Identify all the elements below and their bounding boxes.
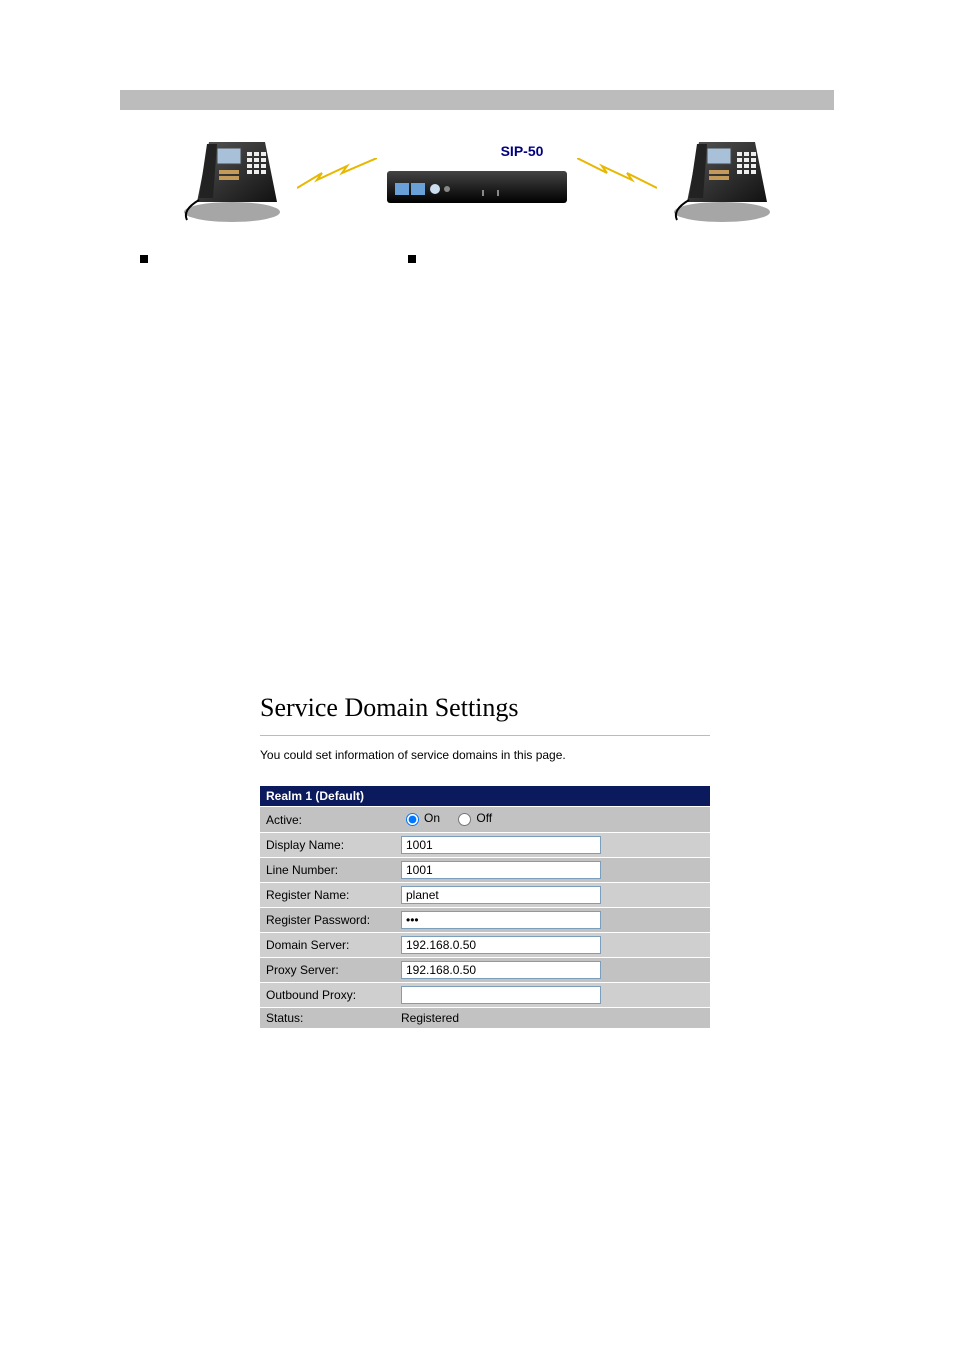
connection-bolt-right (577, 158, 657, 198)
line-number-label: Line Number: (260, 858, 395, 883)
domain-server-input[interactable] (401, 936, 601, 954)
settings-description: You could set information of service dom… (260, 748, 710, 762)
network-diagram: SIP-50 (120, 130, 834, 225)
header-bar (120, 90, 834, 110)
register-name-label: Register Name: (260, 883, 395, 908)
register-password-label: Register Password: (260, 908, 395, 933)
active-on-text: On (424, 811, 440, 825)
active-off-text: Off (476, 811, 492, 825)
realm-header: Realm 1 (Default) (260, 786, 710, 807)
status-value: Registered (395, 1008, 710, 1029)
phone-icon (177, 130, 287, 225)
register-name-input[interactable] (401, 886, 601, 904)
proxy-server-label: Proxy Server: (260, 958, 395, 983)
status-label: Status: (260, 1008, 395, 1029)
bullet-left (140, 255, 148, 263)
phone-icon (667, 130, 777, 225)
active-label: Active: (260, 807, 395, 833)
proxy-server-input[interactable] (401, 961, 601, 979)
domain-server-label: Domain Server: (260, 933, 395, 958)
active-off-input[interactable] (458, 813, 471, 826)
active-on-radio[interactable]: On (401, 810, 440, 826)
display-name-label: Display Name: (260, 833, 395, 858)
bullet-right (408, 255, 416, 263)
server-icon (387, 163, 567, 213)
phone-left (177, 130, 287, 225)
display-name-input[interactable] (401, 836, 601, 854)
register-password-input[interactable] (401, 911, 601, 929)
outbound-proxy-label: Outbound Proxy: (260, 983, 395, 1008)
settings-block: Service Domain Settings You could set in… (260, 693, 710, 1029)
active-off-radio[interactable]: Off (453, 810, 492, 826)
server: SIP-50 (387, 143, 567, 213)
bullet-row (140, 255, 834, 263)
settings-divider (260, 735, 710, 736)
settings-title: Service Domain Settings (260, 693, 710, 723)
outbound-proxy-input[interactable] (401, 986, 601, 1004)
active-on-input[interactable] (406, 813, 419, 826)
line-number-input[interactable] (401, 861, 601, 879)
connection-bolt-left (297, 158, 377, 198)
page: SIP-50 (0, 0, 954, 1089)
realm-table: Realm 1 (Default) Active: On Off Display… (260, 786, 710, 1029)
server-label: SIP-50 (501, 143, 544, 159)
phone-right (667, 130, 777, 225)
